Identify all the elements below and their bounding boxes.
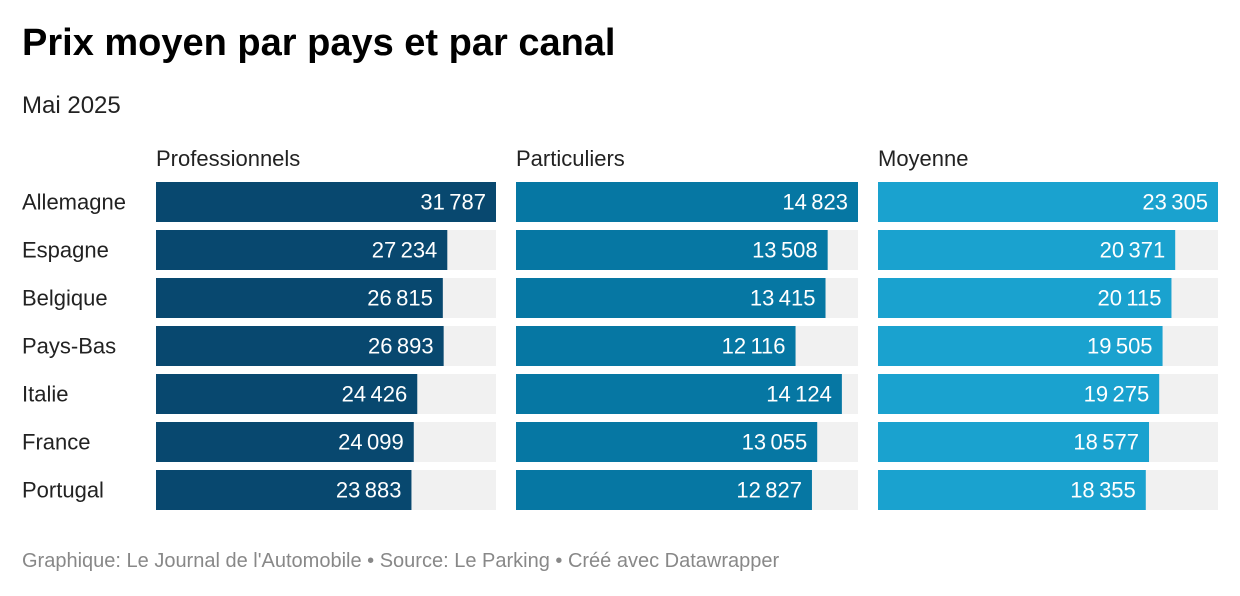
value-label-professionnels-italie: 24 426 bbox=[342, 382, 408, 407]
row-label-portugal: Portugal bbox=[22, 478, 104, 503]
bar-professionnels-pays-bas bbox=[156, 326, 444, 366]
bar-particuliers-pays-bas bbox=[516, 326, 796, 366]
value-label-professionnels-france: 24 099 bbox=[338, 430, 404, 455]
bar-moyenne-france bbox=[878, 422, 1150, 462]
value-label-moyenne-portugal: 18 355 bbox=[1070, 478, 1136, 503]
value-label-particuliers-portugal: 12 827 bbox=[736, 478, 802, 503]
row-label-allemagne: Allemagne bbox=[22, 190, 126, 215]
bar-moyenne-espagne bbox=[878, 230, 1176, 270]
panel-title-professionnels: Professionnels bbox=[156, 146, 300, 171]
value-label-particuliers-france: 13 055 bbox=[742, 430, 808, 455]
value-label-particuliers-espagne: 13 508 bbox=[752, 238, 818, 263]
bar-moyenne-pays-bas bbox=[878, 326, 1163, 366]
value-label-moyenne-allemagne: 23 305 bbox=[1142, 190, 1208, 215]
bar-particuliers-espagne bbox=[516, 230, 828, 270]
bar-particuliers-allemagne bbox=[516, 182, 858, 222]
chart-subtitle: Mai 2025 bbox=[22, 92, 121, 119]
bar-professionnels-espagne bbox=[156, 230, 448, 270]
value-label-professionnels-belgique: 26 815 bbox=[367, 286, 433, 311]
bar-professionnels-belgique bbox=[156, 278, 443, 318]
row-label-pays-bas: Pays-Bas bbox=[22, 334, 116, 359]
row-label-belgique: Belgique bbox=[22, 286, 108, 311]
panel-title-particuliers: Particuliers bbox=[516, 146, 625, 171]
panel-title-moyenne: Moyenne bbox=[878, 146, 969, 171]
row-label-italie: Italie bbox=[22, 382, 68, 407]
bar-moyenne-belgique bbox=[878, 278, 1172, 318]
chart-panels: Professionnels 31 787 27 234 26 815 26 893 24… bbox=[156, 146, 1218, 510]
footer-source: Source: Le Parking bbox=[379, 550, 550, 572]
bar-particuliers-france bbox=[516, 422, 818, 462]
row-label-espagne: Espagne bbox=[22, 238, 109, 263]
value-label-moyenne-belgique: 20 115 bbox=[1098, 286, 1162, 311]
value-label-moyenne-espagne: 20 371 bbox=[1100, 238, 1166, 263]
value-label-particuliers-italie: 14 124 bbox=[766, 382, 832, 407]
value-label-professionnels-allemagne: 31 787 bbox=[420, 190, 486, 215]
bar-professionnels-allemagne bbox=[156, 182, 496, 222]
value-label-moyenne-italie: 19 275 bbox=[1084, 382, 1150, 407]
footer-tool: Créé avec Datawrapper bbox=[567, 550, 780, 572]
value-label-particuliers-allemagne: 14 823 bbox=[782, 190, 848, 215]
bar-particuliers-belgique bbox=[516, 278, 826, 318]
bar-moyenne-portugal bbox=[878, 470, 1146, 510]
chart-footer: Graphique: Le Journal de l'Automobile • … bbox=[22, 550, 779, 573]
value-label-professionnels-portugal: 23 883 bbox=[336, 478, 402, 503]
bar-moyenne-allemagne bbox=[878, 182, 1218, 222]
value-label-professionnels-espagne: 27 234 bbox=[372, 238, 438, 263]
bar-professionnels-portugal bbox=[156, 470, 412, 510]
value-label-moyenne-pays-bas: 19 505 bbox=[1087, 334, 1153, 359]
value-label-particuliers-belgique: 13 415 bbox=[750, 286, 816, 311]
bar-particuliers-portugal bbox=[516, 470, 812, 510]
panel-moyenne: Moyenne 23 305 20 371 20 115 19 505 19 275 18 … bbox=[878, 146, 1218, 510]
bar-particuliers-italie bbox=[516, 374, 842, 414]
chart-title: Prix moyen par pays et par canal bbox=[22, 22, 616, 64]
panel-particuliers: Particuliers 14 823 13 508 13 415 12 116 14 1… bbox=[516, 146, 858, 510]
row-labels: Allemagne Espagne Belgique Pays-Bas Italie Fr… bbox=[22, 190, 126, 503]
bar-moyenne-italie bbox=[878, 374, 1160, 414]
value-label-particuliers-pays-bas: 12 116 bbox=[722, 334, 786, 359]
footer-credit: Graphique: Le Journal de l'Automobile bbox=[22, 550, 362, 572]
bar-professionnels-italie bbox=[156, 374, 418, 414]
bar-professionnels-france bbox=[156, 422, 414, 462]
row-label-france: France bbox=[22, 430, 90, 455]
footer-separator: • bbox=[361, 550, 380, 572]
footer-separator: • bbox=[549, 550, 568, 572]
value-label-professionnels-pays-bas: 26 893 bbox=[368, 334, 434, 359]
value-label-moyenne-france: 18 577 bbox=[1073, 430, 1139, 455]
panel-professionnels: Professionnels 31 787 27 234 26 815 26 893 24… bbox=[156, 146, 496, 510]
